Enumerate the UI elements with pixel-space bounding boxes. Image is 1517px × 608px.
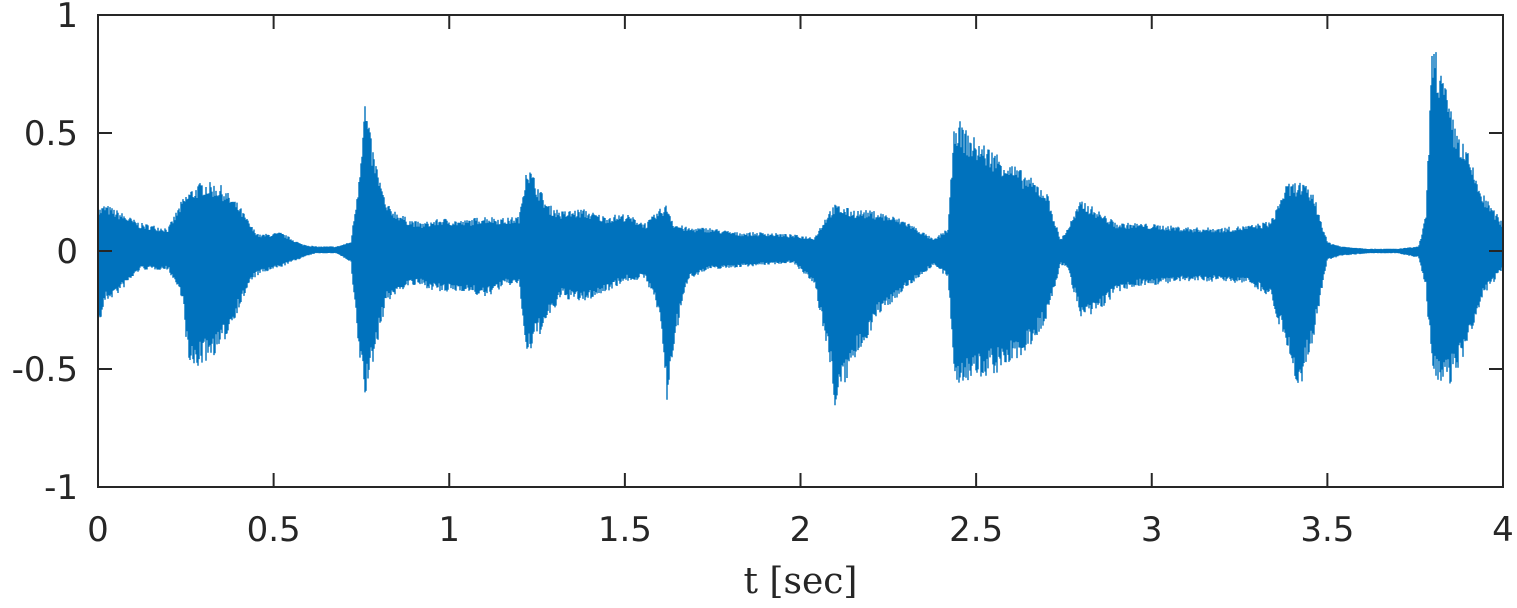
y-tick-label: 0.5: [24, 114, 78, 154]
x-tick-label: 4: [1492, 510, 1514, 550]
ticks-layer: [97, 14, 1504, 488]
signal-layer: [97, 52, 1504, 406]
x-axis-label: t [sec]: [744, 561, 858, 602]
x-tick-label: 0: [87, 510, 109, 550]
y-tick-label: 1: [56, 0, 78, 36]
x-tick-label: 0.5: [247, 510, 301, 550]
y-tick-label: -0.5: [12, 350, 78, 390]
tick-labels-layer: 0 0.5 1 1.5 2 2.5 3 3.5 4 -1 -0.5 0 0.5 1: [12, 0, 1514, 550]
y-tick-label: -1: [44, 468, 78, 508]
x-tick-label: 3.5: [1300, 510, 1354, 550]
x-tick-label: 2: [790, 510, 812, 550]
signal-waveform: [97, 52, 1504, 406]
x-tick-label: 3: [1141, 510, 1163, 550]
x-tick-label: 1: [438, 510, 460, 550]
y-tick-label: 0: [56, 232, 78, 272]
x-tick-label: 2.5: [949, 510, 1003, 550]
x-tick-label: 1.5: [598, 510, 652, 550]
